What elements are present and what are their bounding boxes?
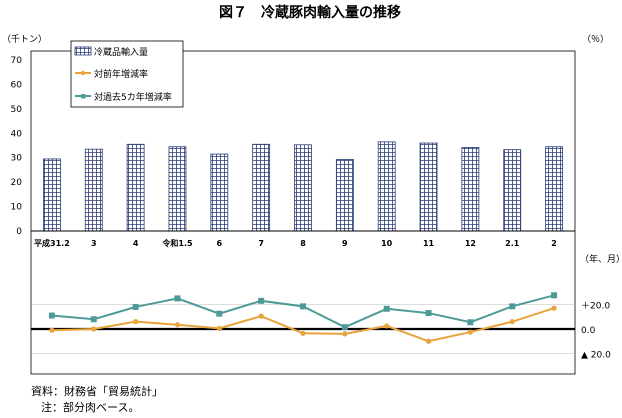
point-yoy (551, 305, 557, 311)
point-5yr (383, 305, 390, 312)
point-yoy (49, 327, 55, 333)
left-axis-ticks: 0 10 20 30 40 50 60 70 (11, 56, 23, 237)
point-yoy (216, 325, 222, 331)
left-tick-label: 40 (11, 129, 23, 139)
bar (210, 153, 229, 232)
left-tick-label: 20 (11, 178, 23, 188)
category-label: 令和1.5 (161, 238, 193, 248)
category-label: 2.1 (505, 239, 520, 248)
point-5yr (509, 303, 516, 310)
point-5yr (132, 303, 139, 310)
legend: 冷蔵品輸入量 対前年増減率 対過去5カ年増減率 (70, 40, 184, 108)
category-label: 平成31.2 (34, 238, 70, 248)
point-5yr (90, 316, 97, 323)
x-axis-unit: （年、月） (580, 253, 622, 265)
bar (419, 142, 438, 232)
category-label: 3 (91, 239, 97, 248)
legend-bar-swatch (74, 46, 92, 56)
legend-line-marker-5yr (81, 94, 86, 99)
bar (461, 147, 480, 232)
chart-title: 図７ 冷蔵豚肉輸入量の推移 (219, 4, 401, 21)
right-tick-label: ▲ 20.0 (581, 351, 611, 361)
left-tick-label: 70 (11, 56, 23, 66)
point-5yr (551, 292, 558, 299)
point-5yr (258, 297, 265, 304)
category-label: 2 (551, 239, 557, 248)
left-tick-label: 30 (11, 154, 23, 164)
source-note: 資料：財務省「貿易統計」 (31, 385, 163, 398)
left-tick-label: 0 (16, 227, 22, 237)
line-yoy (51, 307, 555, 343)
bar (168, 146, 187, 232)
bar (545, 146, 563, 232)
line-series (48, 292, 558, 344)
category-labels: 平成31.2 3 4 令和1.5 6 7 8 9 10 11 12 2.1 2 (34, 238, 557, 248)
plot-frame (30, 50, 576, 375)
point-yoy (174, 322, 181, 328)
point-yoy (425, 338, 432, 344)
point-yoy (91, 326, 97, 332)
legend-line-label-5yr: 対過去5カ年増減率 (94, 91, 172, 103)
category-label: 10 (381, 239, 393, 248)
bar (294, 144, 312, 232)
point-yoy (300, 330, 306, 336)
point-5yr (467, 319, 474, 326)
left-tick-label: 10 (11, 203, 23, 213)
right-axis-ticks: ＋20.0 0.0 ▲ 20.0 (31, 301, 611, 361)
right-tick-label: 0.0 (581, 326, 596, 336)
left-tick-label: 50 (11, 105, 23, 115)
point-yoy (384, 323, 390, 329)
bar (335, 159, 354, 232)
footnote: 注：部分肉ベース。 (41, 401, 140, 414)
category-label: 6 (217, 239, 223, 248)
point-yoy (467, 329, 473, 335)
bar (377, 141, 396, 232)
point-yoy (509, 319, 515, 325)
category-label: 8 (300, 239, 306, 248)
point-yoy (342, 331, 348, 337)
point-yoy (133, 319, 139, 325)
point-5yr (48, 312, 55, 319)
bar (126, 143, 145, 232)
right-axis-unit: （％） (582, 34, 609, 45)
point-yoy (258, 313, 264, 319)
bar (252, 143, 271, 232)
point-5yr (300, 303, 306, 310)
legend-line-marker-yoy (80, 70, 86, 76)
bar (43, 158, 61, 232)
category-label: 7 (258, 239, 264, 248)
point-5yr (425, 310, 432, 317)
point-5yr (174, 295, 181, 302)
point-5yr (341, 324, 348, 331)
right-tick-label: ＋20.0 (581, 301, 610, 312)
left-axis-unit: （千トン） (2, 34, 47, 45)
bar (503, 149, 522, 232)
category-label: 11 (423, 239, 435, 248)
legend-line-label-yoy: 対前年増減率 (94, 68, 148, 80)
bar (84, 148, 103, 232)
bars (43, 141, 563, 232)
left-tick-label: 60 (11, 80, 23, 90)
legend-bar-label: 冷蔵品輸入量 (94, 46, 148, 58)
category-label: 9 (342, 239, 348, 248)
category-label: 12 (465, 239, 476, 248)
category-label: 4 (133, 239, 139, 248)
chart-notes: 資料：財務省「貿易統計」 注：部分肉ベース。 (31, 384, 163, 416)
point-5yr (216, 310, 223, 317)
